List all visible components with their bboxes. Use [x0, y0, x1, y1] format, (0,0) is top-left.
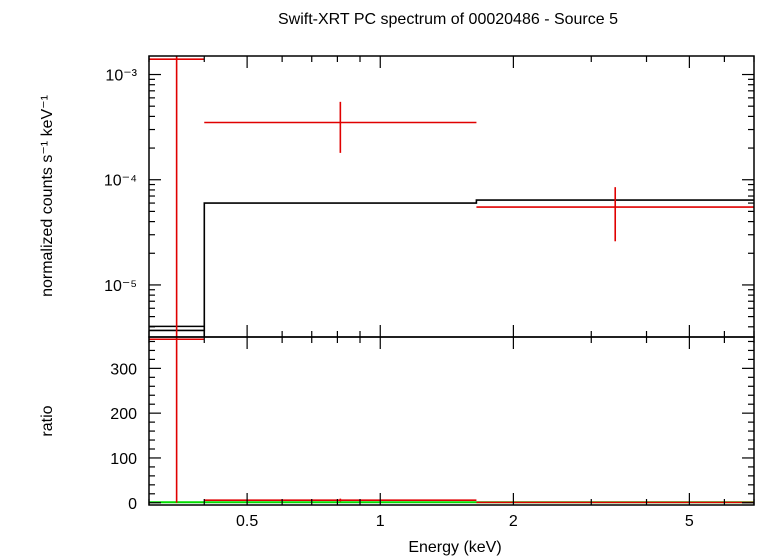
upper-panel: 10⁻⁵ 10⁻⁴ 10⁻³ normalized counts s⁻¹ keV⁻¹ — [39, 55, 755, 338]
x-axis-ticks: 0.5 1 2 5 — [148, 56, 755, 530]
upper-y-axis-label: normalized counts s⁻¹ keV⁻¹ — [39, 95, 56, 297]
lower-y-ticks: 0 100 200 300 — [110, 340, 754, 513]
x-tick-label: 1 — [376, 513, 385, 530]
lower-plot-data — [149, 337, 754, 504]
chart-title: Swift-XRT PC spectrum of 00020486 - Sour… — [278, 11, 618, 28]
y-tick-label: 10⁻³ — [105, 68, 137, 85]
y-tick-label: 300 — [110, 361, 137, 378]
y-tick-label: 200 — [110, 406, 137, 423]
y-tick-label: 100 — [110, 451, 137, 468]
y-tick-label: 10⁻⁴ — [104, 173, 137, 190]
y-tick-label: 0 — [128, 496, 137, 513]
lower-panel: 0 100 200 300 ratio — [39, 336, 755, 513]
x-tick-label: 5 — [685, 513, 694, 530]
x-tick-label: 0.5 — [236, 513, 258, 530]
y-tick-label: 10⁻⁵ — [104, 278, 137, 295]
x-tick-label: 2 — [509, 513, 518, 530]
model-line — [149, 199, 754, 332]
x-axis-label: Energy (keV) — [408, 539, 501, 556]
upper-plot-frame — [148, 55, 755, 338]
lower-y-axis-label: ratio — [39, 405, 56, 436]
lower-plot-frame — [148, 336, 755, 506]
upper-y-ticks: 10⁻⁵ 10⁻⁴ 10⁻³ — [104, 68, 754, 328]
upper-plot-data — [149, 56, 754, 337]
